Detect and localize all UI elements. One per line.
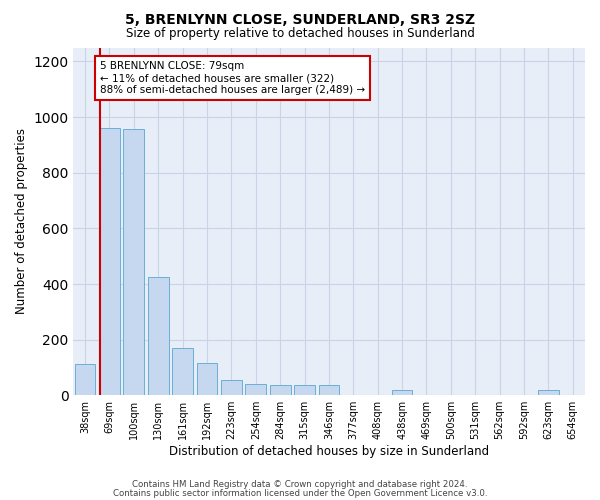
Text: Contains HM Land Registry data © Crown copyright and database right 2024.: Contains HM Land Registry data © Crown c… — [132, 480, 468, 489]
Bar — [99, 128, 120, 396]
Bar — [319, 385, 339, 396]
Bar — [148, 277, 169, 396]
Text: 5 BRENLYNN CLOSE: 79sqm
← 11% of detached houses are smaller (322)
88% of semi-d: 5 BRENLYNN CLOSE: 79sqm ← 11% of detache… — [100, 62, 365, 94]
Bar — [124, 129, 144, 396]
Text: Size of property relative to detached houses in Sunderland: Size of property relative to detached ho… — [125, 28, 475, 40]
Bar — [221, 380, 242, 396]
Text: Contains public sector information licensed under the Open Government Licence v3: Contains public sector information licen… — [113, 489, 487, 498]
Bar — [172, 348, 193, 396]
Bar — [245, 384, 266, 396]
X-axis label: Distribution of detached houses by size in Sunderland: Distribution of detached houses by size … — [169, 444, 489, 458]
Bar — [392, 390, 412, 396]
Y-axis label: Number of detached properties: Number of detached properties — [15, 128, 28, 314]
Bar — [538, 390, 559, 396]
Text: 5, BRENLYNN CLOSE, SUNDERLAND, SR3 2SZ: 5, BRENLYNN CLOSE, SUNDERLAND, SR3 2SZ — [125, 12, 475, 26]
Bar — [197, 364, 217, 396]
Bar — [270, 385, 290, 396]
Bar — [294, 385, 315, 396]
Bar — [74, 364, 95, 396]
